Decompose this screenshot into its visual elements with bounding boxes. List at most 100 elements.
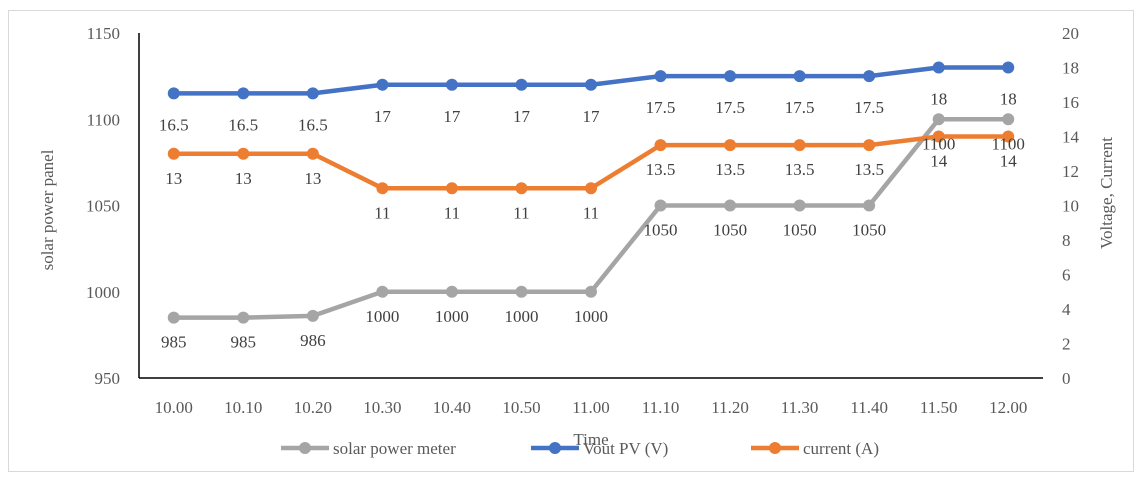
data-point-solar-power-meter bbox=[724, 199, 737, 212]
x-tick-label: 10.30 bbox=[363, 398, 401, 417]
data-label-solar-power-meter: 1000 bbox=[574, 307, 608, 326]
data-point-current-a bbox=[654, 139, 667, 152]
data-label-current-a: 11 bbox=[374, 203, 390, 222]
data-point-vout-pv-v bbox=[167, 87, 180, 100]
data-point-solar-power-meter bbox=[932, 113, 945, 126]
data-label-solar-power-meter: 1050 bbox=[852, 221, 886, 240]
data-label-current-a: 13.5 bbox=[854, 160, 884, 179]
data-label-solar-power-meter: 1000 bbox=[504, 307, 538, 326]
data-label-vout-pv-v: 16.5 bbox=[159, 115, 189, 134]
data-point-vout-pv-v bbox=[1002, 61, 1015, 74]
legend-label-solar-power-meter: solar power meter bbox=[333, 439, 456, 458]
data-label-solar-power-meter: 1050 bbox=[644, 221, 678, 240]
y-right-tick-label: 0 bbox=[1062, 369, 1071, 388]
data-label-solar-power-meter: 1000 bbox=[435, 307, 469, 326]
legend-swatch-marker-current-a bbox=[769, 442, 781, 454]
x-tick-label: 12.00 bbox=[989, 398, 1027, 417]
legend-swatch-marker-solar-power-meter bbox=[299, 442, 311, 454]
data-point-current-a bbox=[376, 182, 389, 195]
data-label-vout-pv-v: 16.5 bbox=[228, 115, 258, 134]
x-tick-label: 11.10 bbox=[642, 398, 680, 417]
data-label-current-a: 14 bbox=[930, 152, 948, 171]
data-point-solar-power-meter bbox=[793, 199, 806, 212]
y-right-tick-label: 6 bbox=[1062, 266, 1071, 285]
data-label-vout-pv-v: 17 bbox=[374, 107, 392, 126]
legend-swatch-marker-vout-pv-v bbox=[549, 442, 561, 454]
data-label-vout-pv-v: 17.5 bbox=[785, 98, 815, 117]
x-tick-label: 10.40 bbox=[433, 398, 471, 417]
y-axis-left-title: solar power panel bbox=[38, 149, 57, 270]
y-right-tick-label: 14 bbox=[1062, 128, 1080, 147]
legend-label-vout-pv-v: Vout PV (V) bbox=[583, 439, 668, 458]
data-point-current-a bbox=[237, 147, 250, 160]
data-labels-layer: 985 985 986 1000 1000 1000 1000 1050 1050 1050 105… bbox=[159, 90, 1025, 352]
data-label-solar-power-meter: 1100 bbox=[922, 134, 955, 153]
y-right-tick-label: 16 bbox=[1062, 93, 1079, 112]
data-label-vout-pv-v: 17 bbox=[513, 107, 531, 126]
y-right-tick-label: 2 bbox=[1062, 335, 1071, 354]
data-point-vout-pv-v bbox=[306, 87, 319, 100]
data-point-current-a bbox=[724, 139, 737, 152]
data-point-current-a bbox=[585, 182, 597, 195]
data-point-vout-pv-v bbox=[863, 70, 876, 83]
data-point-solar-power-meter bbox=[376, 285, 389, 298]
data-label-vout-pv-v: 18 bbox=[930, 90, 947, 109]
data-point-vout-pv-v bbox=[237, 87, 250, 100]
data-label-current-a: 13.5 bbox=[646, 160, 676, 179]
data-point-solar-power-meter bbox=[167, 311, 180, 324]
data-label-current-a: 11 bbox=[583, 203, 599, 222]
data-label-current-a: 13 bbox=[235, 169, 252, 188]
data-point-solar-power-meter bbox=[515, 285, 528, 298]
y-left-tick-label: 1050 bbox=[86, 197, 120, 216]
data-label-solar-power-meter: 986 bbox=[300, 331, 326, 350]
data-point-vout-pv-v bbox=[724, 70, 737, 83]
y-left-tick-label: 1150 bbox=[87, 24, 120, 43]
x-tick-label: 11.30 bbox=[781, 398, 819, 417]
data-point-solar-power-meter bbox=[306, 309, 319, 322]
data-label-solar-power-meter: 1000 bbox=[365, 307, 399, 326]
y-right-tick-label: 18 bbox=[1062, 59, 1079, 78]
data-point-vout-pv-v bbox=[515, 78, 528, 91]
x-axis-title: Time bbox=[573, 430, 608, 449]
axes-layer: 950 1000 1050 1100 1150 0 2 4 6 8 10 12 14 16 18 20 10.0… bbox=[86, 24, 1080, 417]
data-point-vout-pv-v bbox=[793, 70, 806, 83]
data-point-vout-pv-v bbox=[932, 61, 945, 74]
data-point-vout-pv-v bbox=[654, 70, 667, 83]
data-point-current-a bbox=[932, 130, 945, 143]
x-tick-label: 11.40 bbox=[850, 398, 888, 417]
x-tick-label: 10.50 bbox=[502, 398, 540, 417]
x-tick-label: 10.10 bbox=[224, 398, 262, 417]
y-right-tick-label: 12 bbox=[1062, 162, 1079, 181]
data-point-current-a bbox=[167, 147, 180, 160]
data-label-current-a: 11 bbox=[513, 203, 529, 222]
data-label-current-a: 13 bbox=[304, 169, 321, 188]
data-label-vout-pv-v: 17.5 bbox=[715, 98, 745, 117]
data-label-vout-pv-v: 17 bbox=[443, 107, 461, 126]
y-right-tick-label: 20 bbox=[1062, 24, 1079, 43]
data-point-solar-power-meter bbox=[445, 285, 458, 298]
data-label-solar-power-meter: 985 bbox=[161, 333, 187, 352]
data-label-solar-power-meter: 1050 bbox=[783, 221, 817, 240]
data-label-vout-pv-v: 16.5 bbox=[298, 115, 328, 134]
data-label-solar-power-meter: 985 bbox=[231, 333, 257, 352]
data-point-current-a bbox=[863, 139, 876, 152]
x-tick-label: 10.20 bbox=[294, 398, 332, 417]
y-left-tick-label: 1000 bbox=[86, 283, 120, 302]
y-axis-right-title: Voltage, Current bbox=[1097, 137, 1116, 249]
data-label-vout-pv-v: 17.5 bbox=[854, 98, 884, 117]
y-right-tick-label: 8 bbox=[1062, 231, 1071, 250]
data-point-solar-power-meter bbox=[863, 199, 876, 212]
data-label-vout-pv-v: 17.5 bbox=[646, 98, 676, 117]
data-point-vout-pv-v bbox=[376, 78, 389, 91]
data-point-vout-pv-v bbox=[585, 78, 597, 91]
y-left-tick-label: 1100 bbox=[87, 110, 120, 129]
series-layer bbox=[167, 61, 1015, 324]
x-tick-label: 11.50 bbox=[920, 398, 958, 417]
x-tick-label: 10.00 bbox=[155, 398, 193, 417]
data-point-current-a bbox=[515, 182, 528, 195]
data-point-solar-power-meter bbox=[237, 311, 250, 324]
data-label-vout-pv-v: 17 bbox=[583, 107, 601, 126]
data-point-solar-power-meter bbox=[585, 285, 597, 298]
data-label-current-a: 11 bbox=[444, 203, 460, 222]
